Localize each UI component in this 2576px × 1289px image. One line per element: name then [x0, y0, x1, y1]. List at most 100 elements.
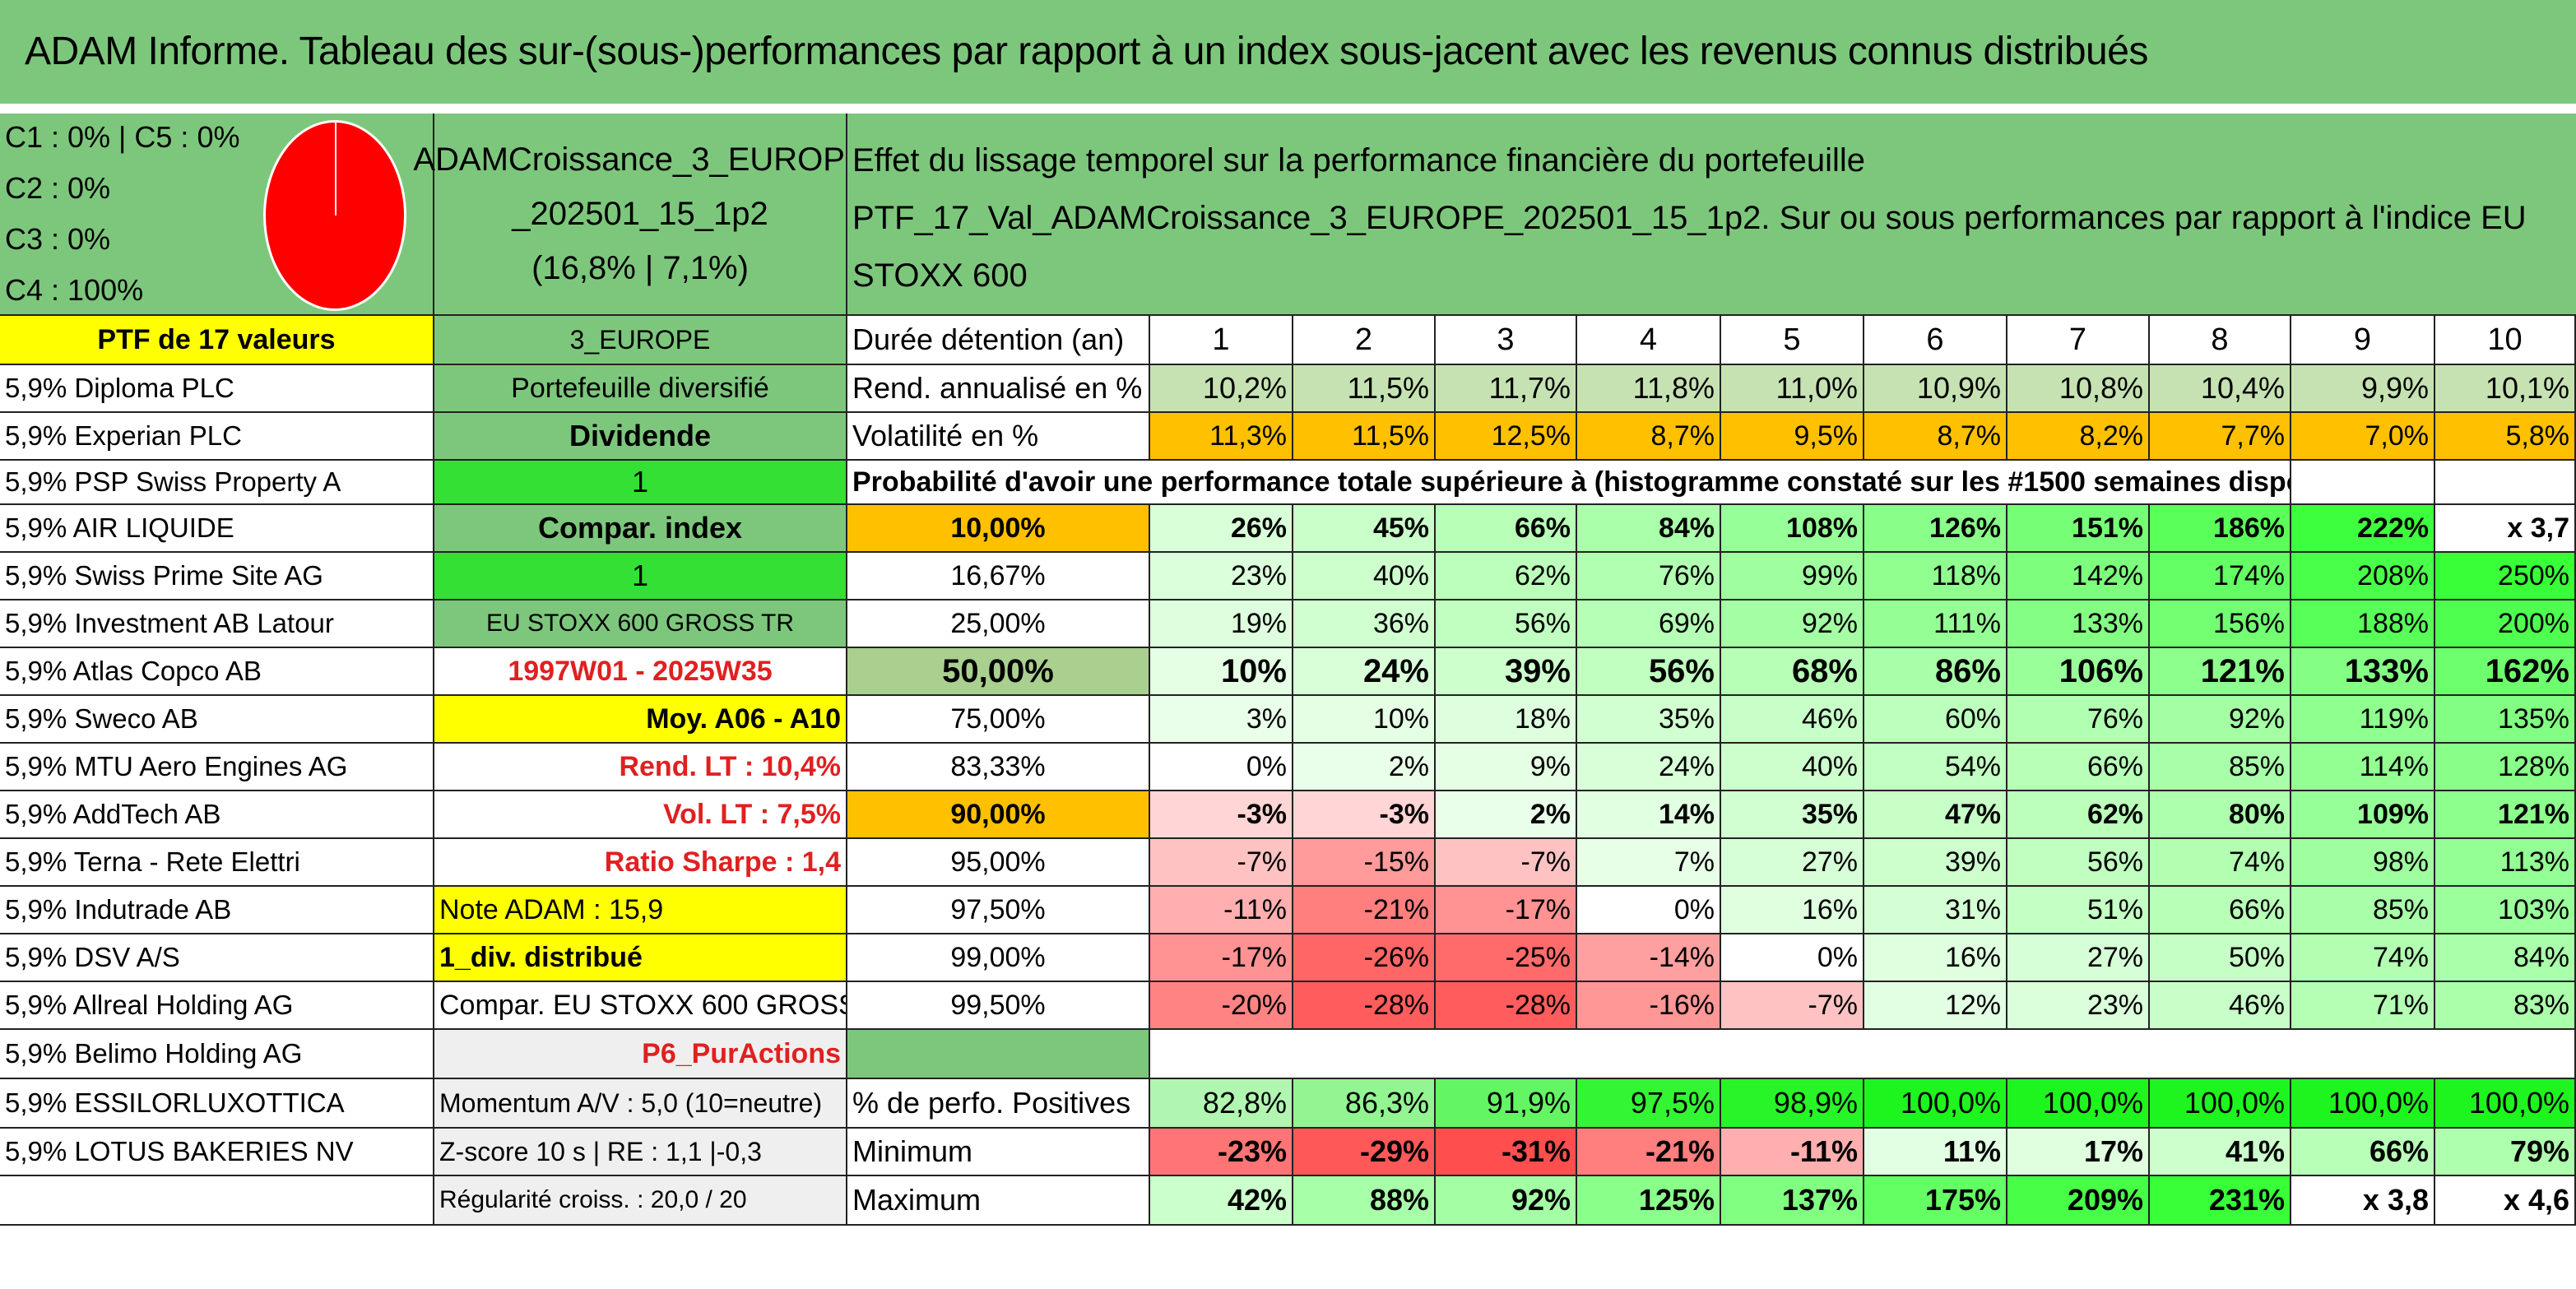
- minimum-value: -21%: [1577, 1129, 1721, 1176]
- year-header: 1: [1150, 316, 1293, 365]
- volatility-value: 11,3%: [1150, 413, 1293, 461]
- holding-row: 5,9% Atlas Copco AB: [0, 648, 434, 696]
- year-header: 8: [2150, 316, 2291, 365]
- probability-value: 2%: [1293, 744, 1436, 791]
- parameter-cell: Ratio Sharpe : 1,4: [434, 839, 847, 887]
- probability-value: -7%: [1721, 982, 1864, 1030]
- volatility-value: 8,7%: [1577, 413, 1721, 461]
- volatility-label: Volatilité en %: [847, 413, 1150, 461]
- holding-row: 5,9% AddTech AB: [0, 791, 434, 839]
- maximum-value: 125%: [1577, 1176, 1721, 1226]
- positive-value: 100,0%: [2291, 1079, 2435, 1129]
- maximum-value: 88%: [1293, 1176, 1436, 1226]
- fund-name-line: _202501_15_1p2: [512, 196, 768, 232]
- volatility-value: 12,5%: [1436, 413, 1577, 461]
- volatility-value: 8,2%: [2007, 413, 2150, 461]
- probability-value: -17%: [1150, 934, 1293, 982]
- probability-value: 121%: [2435, 791, 2576, 839]
- probability-value: 31%: [1864, 887, 2007, 934]
- probability-value: 103%: [2435, 887, 2576, 934]
- probability-value: 0%: [1577, 887, 1721, 934]
- probability-value: 74%: [2150, 839, 2291, 887]
- holding-row: 5,9% Belimo Holding AG: [0, 1030, 434, 1079]
- probability-value: 200%: [2435, 600, 2576, 648]
- probability-value: 10%: [1293, 696, 1436, 744]
- blank-cell: [2435, 461, 2576, 505]
- probability-value: -25%: [1436, 934, 1577, 982]
- effect-line: Effet du lissage temporel sur la perform…: [852, 142, 1866, 179]
- ptf-header: PTF de 17 valeurs: [0, 316, 434, 365]
- probability-value: -3%: [1293, 791, 1436, 839]
- parameter-cell: Momentum A/V : 5,0 (10=neutre): [434, 1079, 847, 1129]
- probability-value: 23%: [2007, 982, 2150, 1030]
- probability-value: 27%: [1721, 839, 1864, 887]
- probability-value: 109%: [2291, 791, 2435, 839]
- return-label: Rend. annualisé en %: [847, 365, 1150, 413]
- parameter-cell: Dividende: [434, 413, 847, 461]
- probability-value: 92%: [1721, 600, 1864, 648]
- return-value: 10,2%: [1150, 365, 1293, 413]
- allocation-line: C1 : 0% | C5 : 0%: [5, 120, 240, 154]
- probability-value: x 3,7: [2435, 505, 2576, 553]
- probability-value: -3%: [1150, 791, 1293, 839]
- volatility-value: 7,7%: [2150, 413, 2291, 461]
- probability-header: Probabilité d'avoir une performance tota…: [847, 461, 2291, 505]
- probability-value: 80%: [2150, 791, 2291, 839]
- probability-value: 40%: [1721, 744, 1864, 791]
- allocation-line: C3 : 0%: [5, 222, 111, 256]
- probability-value: -7%: [1436, 839, 1577, 887]
- positive-value: 100,0%: [2150, 1079, 2291, 1129]
- probability-value: 16%: [1721, 887, 1864, 934]
- holding-row: 5,9% Allreal Holding AG: [0, 982, 434, 1030]
- probability-threshold: 25,00%: [847, 600, 1150, 648]
- probability-value: 19%: [1150, 600, 1293, 648]
- probability-value: 35%: [1577, 696, 1721, 744]
- holding-row: 5,9% AIR LIQUIDE: [0, 505, 434, 553]
- year-header: 4: [1577, 316, 1721, 365]
- probability-value: -16%: [1577, 982, 1721, 1030]
- fund-name-panel: ADAMCroissance_3_EUROPE _202501_15_1p2 (…: [413, 114, 867, 316]
- probability-value: 142%: [2007, 553, 2150, 600]
- volatility-value: 9,5%: [1721, 413, 1864, 461]
- probability-value: -17%: [1436, 887, 1577, 934]
- probability-value: 46%: [2150, 982, 2291, 1030]
- probability-value: 54%: [1864, 744, 2007, 791]
- maximum-value: x 3,8: [2291, 1176, 2435, 1226]
- probability-value: 0%: [1721, 934, 1864, 982]
- volatility-value: 5,8%: [2435, 413, 2576, 461]
- holding-row: 5,9% DSV A/S: [0, 934, 434, 982]
- probability-threshold: 83,33%: [847, 744, 1150, 791]
- minimum-label: Minimum: [847, 1129, 1150, 1176]
- probability-value: 92%: [2150, 696, 2291, 744]
- positive-value: 82,8%: [1150, 1079, 1293, 1129]
- probability-value: 174%: [2150, 553, 2291, 600]
- probability-value: 35%: [1721, 791, 1864, 839]
- probability-value: -26%: [1293, 934, 1436, 982]
- probability-value: -14%: [1577, 934, 1721, 982]
- return-value: 11,5%: [1293, 365, 1436, 413]
- holding-row: 5,9% Investment AB Latour: [0, 600, 434, 648]
- probability-value: 133%: [2291, 648, 2435, 696]
- effect-description: Effet du lissage temporel sur la perform…: [847, 114, 2576, 351]
- positive-value: 86,3%: [1293, 1079, 1436, 1129]
- probability-value: 135%: [2435, 696, 2576, 744]
- probability-value: 24%: [1293, 648, 1436, 696]
- probability-value: 23%: [1150, 553, 1293, 600]
- return-value: 11,0%: [1721, 365, 1864, 413]
- probability-value: 12%: [1864, 982, 2007, 1030]
- probability-value: 113%: [2435, 839, 2576, 887]
- probability-value: 84%: [2435, 934, 2576, 982]
- holding-row: 5,9% Diploma PLC: [0, 365, 434, 413]
- probability-value: -15%: [1293, 839, 1436, 887]
- probability-value: 66%: [2150, 887, 2291, 934]
- probability-value: 126%: [1864, 505, 2007, 553]
- parameter-cell: 1: [434, 553, 847, 600]
- volatility-value: 8,7%: [1864, 413, 2007, 461]
- holding-row: 5,9% Sweco AB: [0, 696, 434, 744]
- positive-value: 98,9%: [1721, 1079, 1864, 1129]
- parameter-cell: 1: [434, 461, 847, 505]
- probability-value: 108%: [1721, 505, 1864, 553]
- parameter-cell: Vol. LT : 7,5%: [434, 791, 847, 839]
- holding-row: 5,9% Swiss Prime Site AG: [0, 553, 434, 600]
- probability-value: 156%: [2150, 600, 2291, 648]
